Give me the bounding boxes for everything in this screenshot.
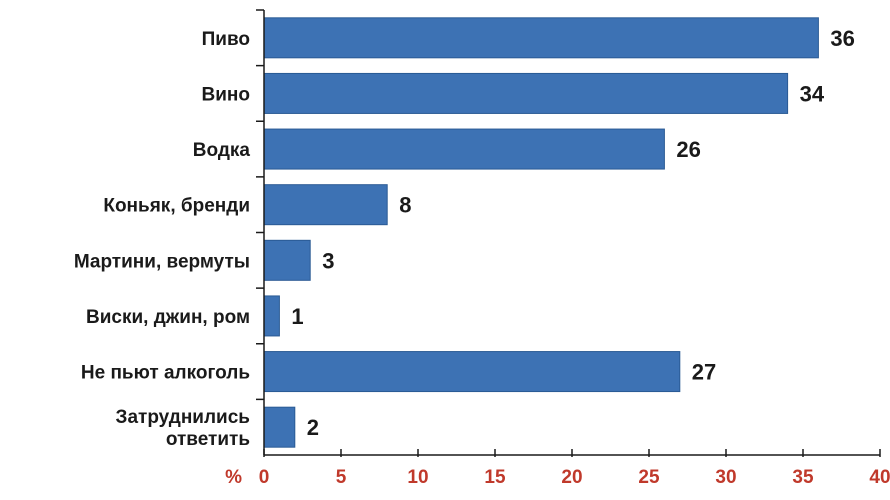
axis-layer <box>256 9 881 457</box>
x-tick-label-2: 10 <box>407 467 428 488</box>
category-label-1: Вино <box>202 84 250 105</box>
data-label-4: 3 <box>322 248 334 273</box>
bar-2 <box>263 128 665 170</box>
x-tick-label-8: 40 <box>869 467 890 488</box>
category-label-7: Затруднились ответить <box>116 407 250 450</box>
data-label-0: 36 <box>830 26 854 51</box>
bar-7 <box>263 406 296 448</box>
category-label-2: Водка <box>193 140 251 161</box>
x-tick-label-3: 15 <box>484 467 506 488</box>
bar-6 <box>263 351 681 393</box>
category-label-0: Пиво <box>202 29 250 50</box>
x-tick-label-4: 20 <box>561 467 582 488</box>
category-label-6: Не пьют алкоголь <box>81 363 250 384</box>
data-label-2: 26 <box>676 137 700 162</box>
data-label-1: 34 <box>800 81 825 106</box>
labels-layer: 36 Пиво 34 Вино 26 Водка 8 Коньяк, бренди 3 Марти… <box>74 26 890 488</box>
unit-label: % <box>225 467 242 488</box>
data-label-5: 1 <box>291 304 303 329</box>
bar-3 <box>263 184 388 226</box>
x-tick-label-0: 0 <box>259 467 270 488</box>
bars-layer <box>263 17 819 448</box>
x-tick-label-5: 25 <box>638 467 660 488</box>
bar-4 <box>263 239 311 281</box>
data-label-3: 8 <box>399 193 411 218</box>
category-label-4: Мартини, вермуты <box>74 251 250 272</box>
bar-5 <box>263 295 280 337</box>
category-label-3: Коньяк, бренди <box>103 196 250 217</box>
bar-0 <box>263 17 819 59</box>
category-label-5: Виски, джин, ром <box>86 307 250 328</box>
bar-1 <box>263 72 789 114</box>
x-tick-label-1: 5 <box>336 467 347 488</box>
x-tick-label-7: 35 <box>792 467 814 488</box>
data-label-7: 2 <box>307 415 319 440</box>
data-label-6: 27 <box>692 360 716 385</box>
x-tick-label-6: 30 <box>715 467 736 488</box>
